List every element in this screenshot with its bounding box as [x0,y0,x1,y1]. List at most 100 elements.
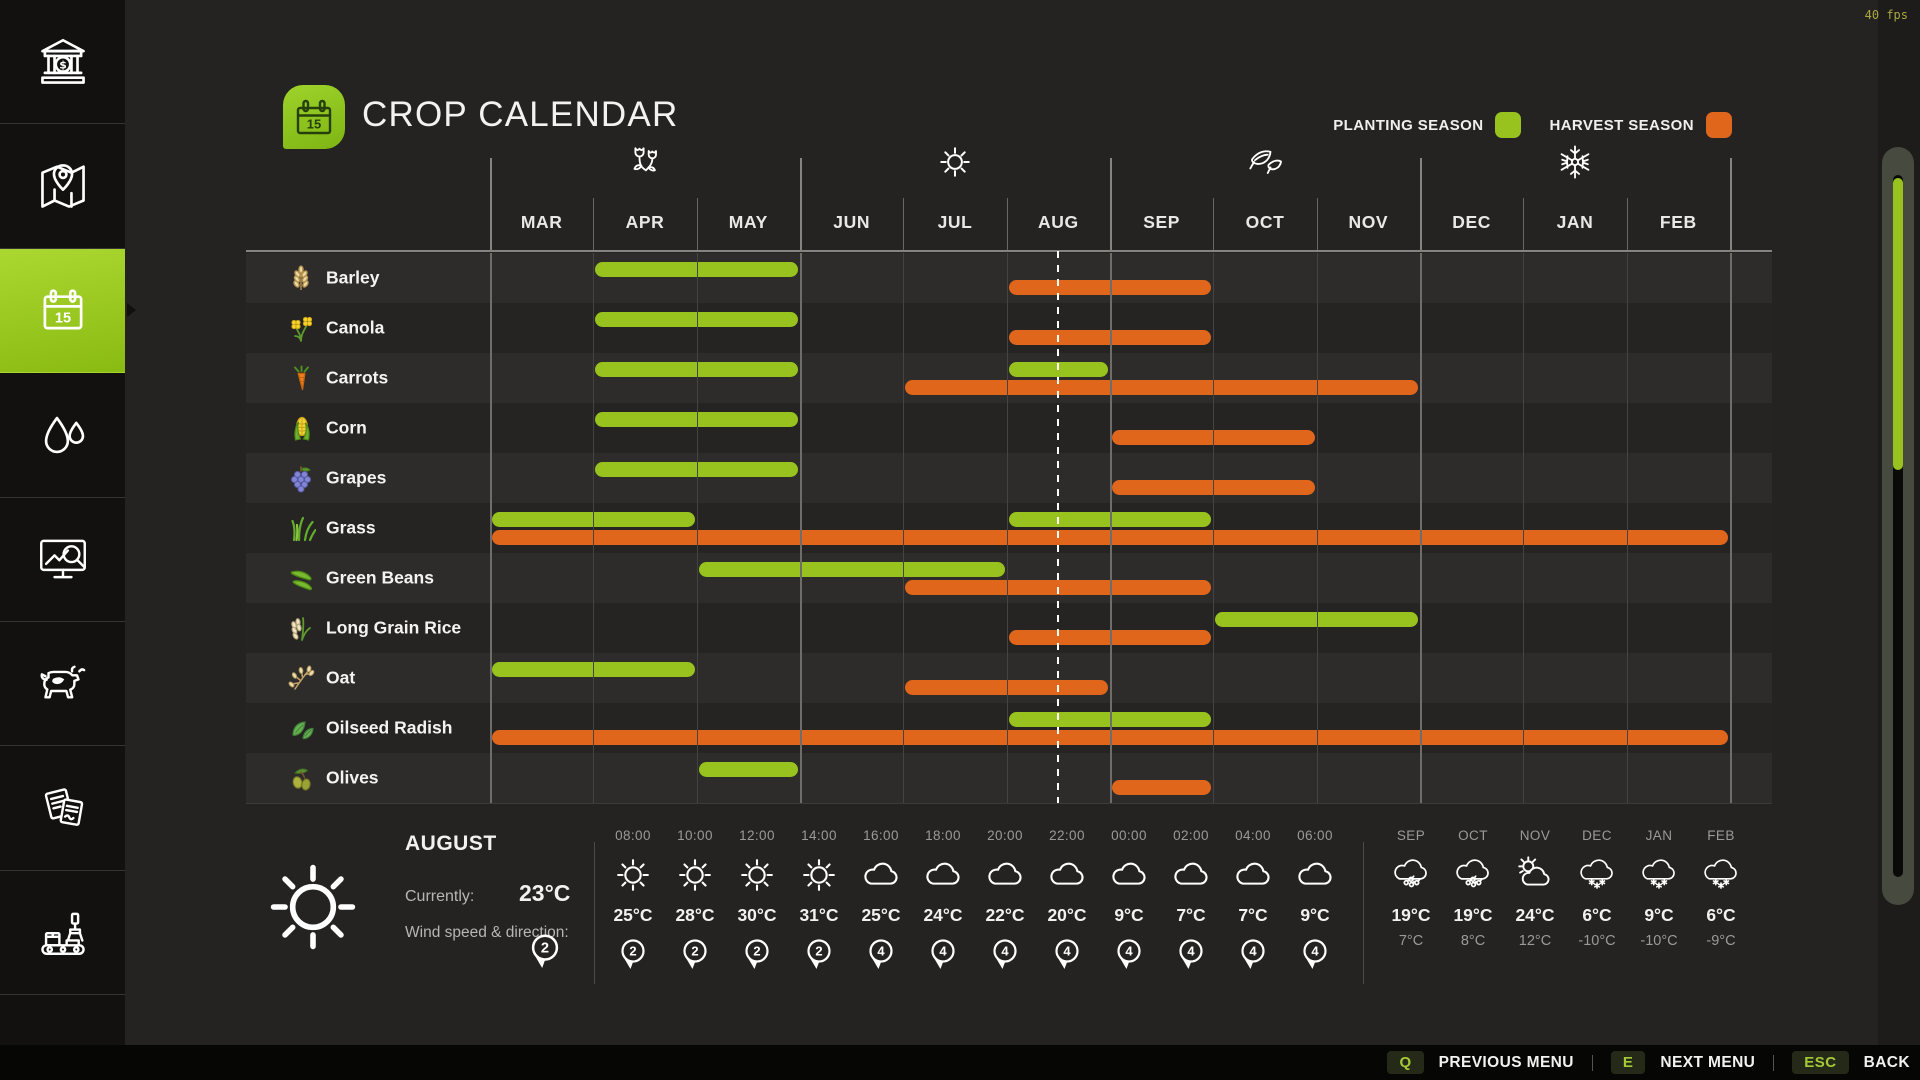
forecast-temperature: 30°C [737,905,777,925]
calendar-gridline [1626,253,1628,803]
key-badge: ESC [1792,1051,1849,1074]
wind-label: Wind speed & direction: [405,924,569,941]
calendar-gridline [1730,253,1732,803]
crop-name: Barley [326,267,380,288]
crop-name: Oat [326,667,356,688]
monthly-forecast-column: JAN 9°C -10°C [1628,828,1690,949]
hourly-forecast-column: 18:00 24°C 4 [912,828,974,971]
harvest-season-bar [1112,780,1212,795]
legend-label: HARVEST SEASON [1549,116,1694,134]
forecast-time: 12:00 [739,828,775,843]
month-boundary-tick [1316,198,1318,250]
hint-previous-menu[interactable]: Q PREVIOUS MENU [1387,1051,1573,1074]
sun-icon [672,852,718,898]
wind-direction-pin: 4 [928,937,958,971]
forecast-temperature: 22°C [985,905,1025,925]
month-boundary-tick [1626,198,1628,250]
rain-icon [1388,852,1434,898]
calendar-bottom-rule [246,803,1772,804]
winter-snowflake-icon [1553,140,1597,184]
month-boundary-tick [903,198,905,250]
crop-name: Grapes [326,467,387,488]
month-label-jul: JUL [937,212,973,232]
snow-icon [1698,852,1744,898]
hourly-forecast-column: 14:00 31°C 2 [788,828,850,971]
sun-icon [734,852,780,898]
forecast-time: 10:00 [677,828,713,843]
crop-row-oilseed-radish: Oilseed Radish [246,703,1772,753]
harvest-season-bar [905,380,1418,395]
scrollbar-thumb[interactable] [1893,178,1903,470]
calendar-gridline [1523,253,1525,803]
sidebar-item-contracts[interactable] [0,746,125,871]
crop-name: Long Grain Rice [326,617,462,638]
sidebar-item-statistics[interactable] [0,498,125,622]
svg-text:2: 2 [541,941,549,957]
svg-text:4: 4 [1063,944,1071,959]
corn-icon [286,413,316,443]
svg-text:15: 15 [307,117,321,132]
crop-name: Oilseed Radish [326,717,453,738]
carrot-icon [286,363,316,393]
sun-icon [610,852,656,898]
calendar-gridline [1006,253,1008,803]
legend-swatch-planting [1495,112,1522,138]
green-beans-icon [286,563,316,593]
calendar-gridline [800,253,802,803]
forecast-month: FEB [1707,828,1735,843]
forecast-temperature: 7°C [1176,905,1206,925]
wind-direction-pin: 4 [1176,937,1206,971]
calendar-header-rule [246,250,1772,252]
season-boundary-line [1110,158,1112,250]
month-label-apr: APR [625,212,665,232]
forecast-low-temperature: 8°C [1460,933,1486,949]
scrollbar-track[interactable] [1893,175,1903,877]
wind-direction-pin: 4 [1300,937,1330,971]
legend-swatch-harvest [1706,112,1732,138]
hint-back[interactable]: ESC BACK [1792,1051,1910,1074]
svg-text:4: 4 [1311,944,1319,959]
sidebar-item-precipitation[interactable] [0,373,125,498]
crop-row-barley: Barley [246,253,1772,303]
factory-icon [34,903,92,961]
forecast-time: 22:00 [1049,828,1085,843]
calendar-gridline [490,253,492,803]
calendar-icon: 15 [34,281,92,339]
sidebar-item-map[interactable] [0,124,125,249]
wind-direction-pin: 4 [1052,937,1082,971]
season-boundary-line [1730,158,1732,250]
sidebar-item-finances[interactable]: $ [0,0,125,125]
crop-row-olives: Olives [246,753,1772,803]
season-boundary-line [490,158,492,250]
season-boundary-line [1420,158,1422,250]
monitor-chart-icon [34,530,92,588]
calendar-gridline [1420,253,1422,803]
legend-label: PLANTING SEASON [1333,116,1484,134]
sun-cloud-icon [1512,852,1558,898]
sidebar-item-animals[interactable] [0,622,125,747]
wind-direction-pin: 2 [680,937,710,971]
month-label-sep: SEP [1143,212,1181,232]
scrollbar[interactable] [1882,147,1914,905]
crop-name: Carrots [326,367,389,388]
spring-flowers-icon [623,140,667,184]
month-boundary-tick [1213,198,1215,250]
crop-row-grass: Grass [246,503,1772,553]
hourly-forecast-column: 06:00 9°C 4 [1284,828,1346,971]
svg-text:2: 2 [629,944,636,959]
sidebar-item-crop-calendar[interactable]: 15 [0,248,136,374]
crop-name: Olives [326,767,379,788]
cloud-icon [1106,852,1152,898]
hint-next-menu[interactable]: E NEXT MENU [1610,1051,1756,1074]
forecast-time: 04:00 [1235,828,1271,843]
forecast-time: 02:00 [1173,828,1209,843]
month-label-dec: DEC [1452,212,1492,232]
sidebar-item-production[interactable] [0,871,125,996]
sidebar-nav: $15 [0,0,136,1080]
crop-name: Grass [326,517,376,538]
key-badge: E [1610,1051,1646,1074]
forecast-temperature: 31°C [799,905,839,925]
hint-label: NEXT MENU [1660,1053,1756,1071]
calendar-gridline [696,253,698,803]
month-label-feb: FEB [1659,212,1697,232]
